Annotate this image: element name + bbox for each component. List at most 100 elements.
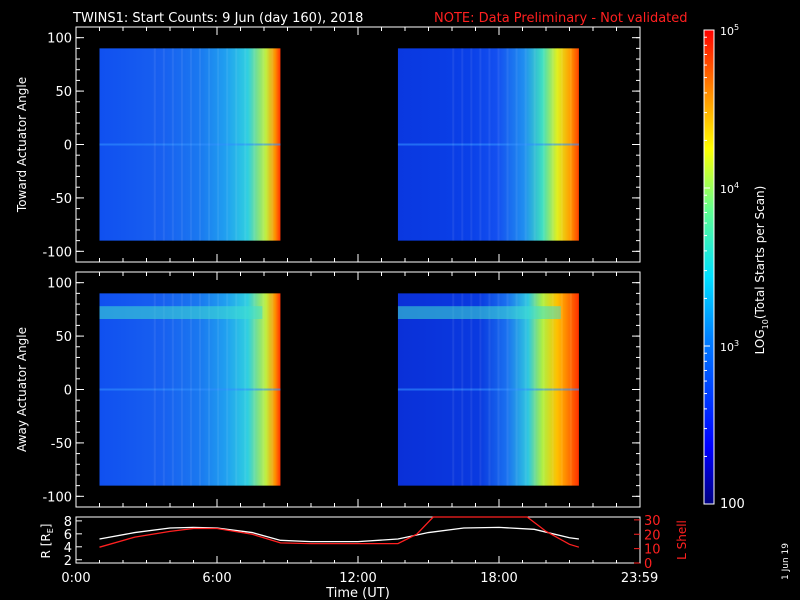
high-angle-band bbox=[397, 306, 561, 319]
spectrogram-stripe bbox=[497, 48, 500, 241]
spectrogram-stripe bbox=[515, 293, 518, 486]
x-tick-label: 18:00 bbox=[480, 571, 517, 586]
spectrogram-stripe bbox=[479, 48, 482, 241]
spectrogram-stripe bbox=[551, 293, 554, 486]
spectrogram-stripe bbox=[271, 293, 274, 486]
zero-angle-seam bbox=[397, 388, 579, 391]
x-tick-label: 12:00 bbox=[339, 571, 376, 586]
l-shell-axis-label: L Shell bbox=[675, 520, 689, 560]
x-tick-label: 6:00 bbox=[202, 571, 231, 586]
colorbar-scale bbox=[703, 29, 715, 505]
r-axis-label: R [RE] bbox=[39, 524, 55, 559]
spectrogram-stripe bbox=[235, 293, 238, 486]
x-tick-label: 0:00 bbox=[61, 571, 90, 586]
high-angle-band bbox=[99, 306, 263, 319]
spectrogram-stripe bbox=[180, 293, 183, 486]
spectrogram-stripe bbox=[542, 293, 545, 486]
spectrogram-stripe bbox=[497, 293, 500, 486]
colorbar-tick-label: 105 bbox=[720, 23, 739, 38]
spectrogram-stripe bbox=[515, 48, 518, 241]
spectrogram-stripe bbox=[208, 293, 211, 486]
y-tick-label: -50 bbox=[51, 192, 72, 207]
spectrogram-stripe bbox=[162, 48, 165, 241]
right-y-tick-label: 10 bbox=[644, 543, 661, 558]
spectrogram-stripe bbox=[506, 293, 509, 486]
spectrogram-stripe bbox=[153, 48, 156, 241]
spectrogram-stripe bbox=[162, 293, 165, 486]
y-tick-label: 2 bbox=[64, 554, 72, 569]
l-shell-line bbox=[99, 516, 580, 548]
spectrogram-stripe bbox=[560, 48, 563, 241]
y-tick-label: 0 bbox=[64, 384, 72, 399]
y-axis-label: Toward Actuator Angle bbox=[15, 77, 29, 213]
spectrogram-stripe bbox=[153, 293, 156, 486]
spectrogram-stripe bbox=[524, 293, 527, 486]
x-axis-label: Time (UT) bbox=[325, 586, 390, 600]
spectrogram-stripe bbox=[244, 293, 247, 486]
spectrogram-stripe bbox=[262, 293, 265, 486]
spectrogram-stripe bbox=[171, 293, 174, 486]
preliminary-note: NOTE: Data Preliminary - Not validated bbox=[434, 11, 688, 26]
spectrogram-stripe bbox=[488, 48, 491, 241]
footer-date: 1 Jun 19 bbox=[781, 543, 791, 580]
toward-actuator-panel: 100 50 0 -50 -100 Toward Actuator Angle bbox=[15, 26, 641, 263]
x-tick-label: 23:59 bbox=[621, 571, 658, 586]
y-tick-label: -50 bbox=[51, 437, 72, 452]
colorbar-tick-label: 103 bbox=[720, 339, 739, 354]
y-tick-label: 100 bbox=[47, 32, 72, 47]
zero-angle-seam bbox=[99, 388, 281, 391]
spectrogram-stripe bbox=[226, 293, 229, 486]
spectrogram-stripe bbox=[171, 48, 174, 241]
spectrogram-stripe bbox=[488, 293, 491, 486]
colorbar: 103 104 105 100 LOG10(Total Starts per Sca… bbox=[703, 23, 770, 512]
colorbar-label: LOG10(Total Starts per Scan) bbox=[753, 186, 770, 355]
y-axis-label: Away Actuator Angle bbox=[15, 327, 29, 452]
y-tick-label: 6 bbox=[64, 528, 72, 543]
spectrogram-stripe bbox=[271, 48, 274, 241]
spectrogram-stripe bbox=[533, 48, 536, 241]
spectrogram-stripe bbox=[452, 293, 455, 486]
spectrogram-stripe bbox=[542, 48, 545, 241]
right-y-tick-label: 20 bbox=[644, 528, 661, 543]
spectrogram-stripe bbox=[479, 293, 482, 486]
spectrogram-stripe bbox=[189, 48, 192, 241]
spectrogram-stripe bbox=[189, 293, 192, 486]
spectrogram-stripe bbox=[217, 48, 220, 241]
plot-title: TWINS1: Start Counts: 9 Jun (day 160), 2… bbox=[72, 11, 363, 26]
y-tick-label: 8 bbox=[64, 515, 72, 530]
spectrogram-stripe bbox=[180, 48, 183, 241]
spectrogram-stripe bbox=[452, 48, 455, 241]
right-y-tick-label: 0 bbox=[644, 557, 652, 572]
spectrogram-stripe bbox=[244, 48, 247, 241]
spectrogram-stripe bbox=[235, 48, 238, 241]
spectrogram-stripe bbox=[569, 48, 572, 241]
y-tick-label: 50 bbox=[55, 85, 72, 100]
spectrogram-stripe bbox=[551, 48, 554, 241]
spectrogram-stripe bbox=[470, 293, 473, 486]
y-tick-label: -100 bbox=[42, 490, 72, 505]
away-actuator-panel: 100 50 0 -50 -100 Away Actuator Angle bbox=[15, 271, 641, 508]
spectrogram-stripe bbox=[524, 48, 527, 241]
spectrogram-stripe bbox=[199, 48, 202, 241]
spectrogram-stripe bbox=[253, 48, 256, 241]
spectrogram-stripe bbox=[199, 293, 202, 486]
spectrogram-stripe bbox=[569, 293, 572, 486]
y-tick-label: 0 bbox=[64, 139, 72, 154]
spectrogram-stripe bbox=[226, 48, 229, 241]
spectrogram-stripe bbox=[217, 293, 220, 486]
spectrogram-stripe bbox=[533, 293, 536, 486]
spectrogram-stripe bbox=[461, 48, 464, 241]
zero-angle-seam bbox=[397, 143, 579, 146]
y-tick-label: -100 bbox=[42, 245, 72, 260]
y-tick-label: 50 bbox=[55, 330, 72, 345]
right-y-tick-label: 30 bbox=[644, 514, 661, 529]
spectrogram-stripe bbox=[208, 48, 211, 241]
spectrogram-stripe bbox=[262, 48, 265, 241]
spectrogram-stripe bbox=[461, 293, 464, 486]
y-tick-label: 100 bbox=[47, 277, 72, 292]
spectrogram-stripe bbox=[506, 48, 509, 241]
zero-angle-seam bbox=[99, 143, 281, 146]
r-distance-line bbox=[99, 526, 579, 543]
